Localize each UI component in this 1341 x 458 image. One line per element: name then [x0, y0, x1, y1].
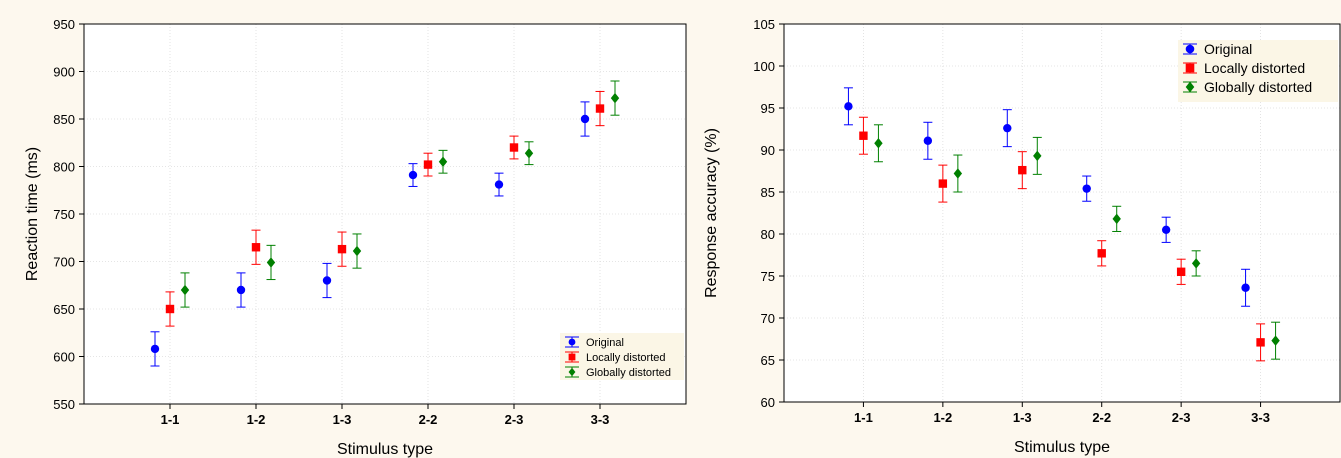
data-point-locally-distorted [165, 304, 175, 314]
legend: Original Locally distorted Globally distor… [1178, 40, 1338, 102]
y-tick-label: 750 [53, 207, 75, 222]
y-tick-label: 700 [53, 255, 75, 270]
y-tick-label: 105 [753, 17, 775, 32]
x-tick-label: 1-1 [161, 412, 180, 427]
data-point-locally-distorted [1176, 267, 1186, 276]
data-point-globally-distorted [874, 138, 883, 149]
y-tick-label: 850 [53, 112, 75, 127]
data-point-locally-distorted [1097, 249, 1106, 258]
y-tick-label: 65 [761, 353, 775, 368]
data-point-globally-distorted [180, 284, 190, 296]
series-locally-distorted [858, 116, 1266, 362]
y-tick-label: 75 [761, 269, 775, 284]
data-point-original [236, 285, 246, 295]
data-point-original [580, 114, 590, 124]
data-point-locally-distorted [1256, 338, 1265, 347]
series-globally-distorted [180, 80, 620, 308]
data-point-globally-distorted [1271, 335, 1280, 346]
x-tick-label: 1-3 [333, 412, 352, 427]
legend-label-locally-distorted: Locally distorted [586, 352, 666, 364]
data-point-locally-distorted [595, 104, 605, 113]
data-point-original [1241, 283, 1250, 292]
data-point-original [923, 136, 933, 145]
data-point-locally-distorted [859, 131, 868, 140]
data-point-original [1161, 225, 1171, 234]
y-tick-label: 85 [761, 185, 775, 200]
legend-marker-globally-distorted [568, 367, 576, 377]
data-point-globally-distorted [610, 92, 620, 104]
legend-label-globally-distorted: Globally distorted [586, 367, 671, 379]
reaction-time-chart: 550 600 650 700 750 800 850 900 950 1-1 1-2 1-3 2-2 2… [24, 17, 687, 458]
data-point-globally-distorted [1191, 258, 1201, 269]
x-axis-title: Stimulus type [1014, 439, 1110, 456]
series-original [843, 87, 1251, 307]
data-point-locally-distorted [509, 143, 519, 152]
legend-box [560, 333, 684, 380]
y-tick-label: 950 [53, 17, 75, 32]
x-tick-label: 2-2 [1092, 410, 1111, 425]
legend-label-locally-distorted: Locally distorted [1204, 60, 1305, 76]
x-tick-label: 2-2 [419, 412, 438, 427]
y-tick-label: 900 [53, 65, 75, 80]
plot-frame [783, 23, 1341, 403]
data-point-locally-distorted [423, 160, 433, 169]
y-axis-title: Response accuracy (%) [703, 128, 720, 298]
legend-label-globally-distorted: Globally distorted [1204, 79, 1312, 95]
legend-box [1178, 40, 1338, 102]
data-point-globally-distorted [1112, 213, 1121, 225]
data-point-locally-distorted [1018, 165, 1027, 175]
y-tick-label: 800 [53, 160, 75, 175]
x-axis-title: Stimulus type [337, 441, 433, 458]
data-point-locally-distorted [938, 179, 948, 188]
legend-label-original: Original [1204, 41, 1252, 57]
data-point-original [494, 180, 504, 189]
y-tick-label: 90 [761, 143, 775, 158]
data-point-globally-distorted [1033, 150, 1042, 162]
response-accuracy-chart: 60 65 70 75 80 85 90 95 100 105 1-1 1-2 1-3 2-2 2-3 3-3… [703, 17, 1341, 456]
data-point-globally-distorted [438, 156, 448, 167]
y-tick-label: 550 [53, 397, 75, 412]
data-point-locally-distorted [337, 244, 347, 254]
data-point-original [408, 170, 418, 180]
legend-marker-original [1185, 44, 1195, 54]
y-tick-label: 100 [753, 59, 775, 74]
data-point-original [1003, 123, 1012, 133]
y-tick-label: 60 [761, 395, 775, 410]
x-tick-label: 2-3 [505, 412, 524, 427]
data-point-original [1082, 184, 1091, 193]
plot-frame [83, 23, 687, 405]
y-axis-title: Reaction time (ms) [24, 147, 41, 281]
x-tick-label: 2-3 [1172, 410, 1191, 425]
y-tick-label: 70 [761, 311, 775, 326]
legend-marker-locally-distorted [1185, 63, 1195, 73]
legend-marker-locally-distorted [568, 353, 576, 361]
legend-label-original: Original [586, 337, 624, 349]
x-tick-label: 3-3 [591, 412, 610, 427]
y-tick-label: 80 [761, 227, 775, 242]
data-point-globally-distorted [352, 245, 362, 257]
series-original [150, 101, 590, 367]
x-tick-label: 1-3 [1013, 410, 1032, 425]
legend-marker-globally-distorted [1185, 81, 1195, 93]
y-tick-label: 600 [53, 350, 75, 365]
x-tick-label: 3-3 [1251, 410, 1270, 425]
series-globally-distorted [873, 124, 1281, 360]
y-tick-label: 95 [761, 101, 775, 116]
data-point-locally-distorted [251, 243, 261, 252]
x-tick-label: 1-2 [933, 410, 952, 425]
data-point-globally-distorted [266, 257, 276, 268]
data-point-globally-distorted [524, 147, 534, 159]
data-point-original [322, 276, 332, 285]
data-point-globally-distorted [953, 168, 963, 179]
x-tick-label: 1-2 [247, 412, 266, 427]
y-tick-label: 650 [53, 302, 75, 317]
legend-marker-original [568, 338, 576, 346]
data-point-original [150, 344, 160, 354]
data-point-original [844, 102, 853, 111]
x-tick-label: 1-1 [854, 410, 873, 425]
series-locally-distorted [165, 90, 605, 327]
legend: Original Locally distorted Globally distor… [560, 333, 684, 380]
